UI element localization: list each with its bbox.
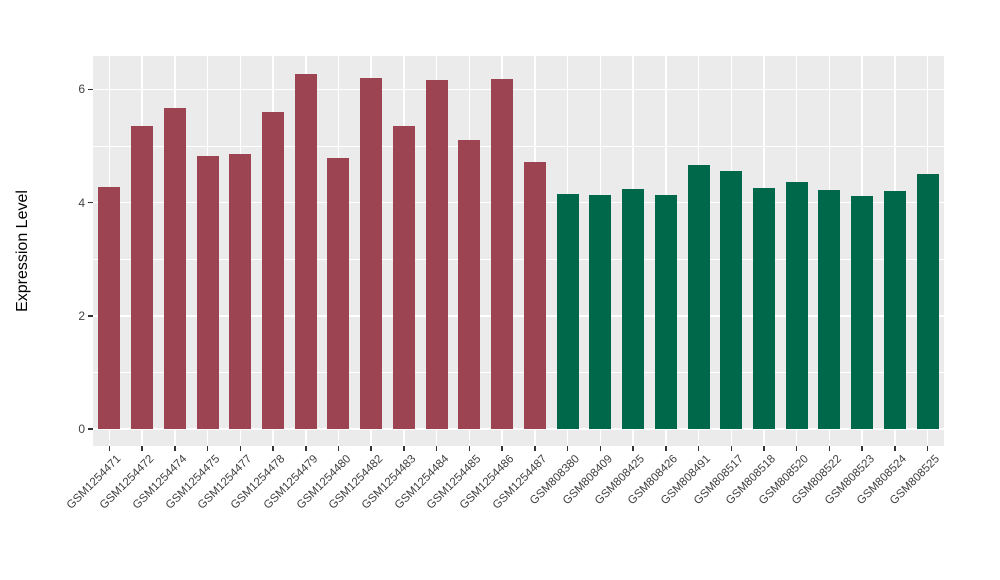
x-tick-mark xyxy=(566,446,569,451)
bar-GSM1254480 xyxy=(327,158,350,429)
x-tick-mark xyxy=(697,446,700,451)
bar-GSM808517 xyxy=(720,170,743,429)
x-tick-mark xyxy=(272,446,274,451)
x-tick-mark xyxy=(174,446,176,451)
x-tick-mark xyxy=(337,446,340,451)
y-tick-mark xyxy=(88,201,93,204)
minor-gridline xyxy=(93,372,944,373)
y-tick-label: 0 xyxy=(78,422,85,436)
x-tick-mark xyxy=(894,446,896,451)
y-axis-title-text: Expression Level xyxy=(14,190,31,312)
bar-GSM808522 xyxy=(818,189,841,429)
x-tick-mark xyxy=(501,446,503,451)
bar-GSM1254483 xyxy=(392,126,415,429)
plot-panel xyxy=(93,56,944,446)
bar-GSM1254472 xyxy=(131,126,154,429)
x-tick-mark xyxy=(108,446,111,451)
x-tick-mark xyxy=(795,446,798,451)
x-tick-mark xyxy=(305,446,307,451)
y-tick-label: 2 xyxy=(78,308,85,323)
bar-GSM1254482 xyxy=(360,77,383,429)
x-tick-mark xyxy=(435,446,438,451)
x-tick-mark xyxy=(206,446,209,451)
bar-GSM808409 xyxy=(589,195,612,429)
bar-GSM1254477 xyxy=(229,153,252,429)
x-tick-mark xyxy=(828,446,831,451)
y-tick-mark xyxy=(88,88,93,91)
bar-GSM808426 xyxy=(654,195,677,429)
x-tick-mark xyxy=(141,446,143,451)
x-tick-mark xyxy=(599,446,602,451)
bar-GSM1254479 xyxy=(294,73,317,429)
x-tick-mark xyxy=(632,446,634,451)
y-tick-label: 4 xyxy=(78,195,85,210)
x-tick-mark xyxy=(926,446,929,451)
major-gridline xyxy=(93,88,944,91)
x-tick-mark xyxy=(665,446,667,451)
x-tick-mark xyxy=(370,446,372,451)
x-tick-mark xyxy=(468,446,471,451)
bar-GSM808491 xyxy=(687,165,710,429)
bar-GSM1254475 xyxy=(196,156,219,429)
bar-GSM808523 xyxy=(851,196,874,429)
bar-GSM1254487 xyxy=(523,162,546,429)
bar-GSM1254471 xyxy=(98,186,121,429)
x-tick-mark xyxy=(403,446,405,451)
x-tick-mark xyxy=(861,446,863,451)
bar-GSM808518 xyxy=(752,187,775,429)
major-gridline xyxy=(93,201,944,204)
x-tick-mark xyxy=(763,446,765,451)
y-tick-mark xyxy=(88,428,93,430)
bar-GSM1254474 xyxy=(163,107,186,429)
bar-GSM808425 xyxy=(622,189,645,429)
major-gridline xyxy=(93,315,944,317)
bar-GSM808380 xyxy=(556,193,579,429)
y-axis-title: Expression Level xyxy=(4,56,42,446)
bar-GSM808525 xyxy=(916,174,939,429)
bar-GSM808524 xyxy=(883,191,906,429)
minor-gridline xyxy=(93,145,944,147)
bar-GSM1254485 xyxy=(458,139,481,429)
bar-GSM1254486 xyxy=(491,79,514,429)
minor-gridline xyxy=(93,258,944,260)
bar-GSM1254484 xyxy=(425,79,448,429)
y-tick-label: 6 xyxy=(78,82,85,97)
bar-GSM1254478 xyxy=(262,112,285,429)
y-tick-mark xyxy=(88,315,93,317)
bar-GSM808520 xyxy=(785,182,808,429)
x-tick-mark xyxy=(239,446,242,451)
major-gridline xyxy=(93,428,944,430)
x-tick-mark xyxy=(730,446,732,451)
x-tick-mark xyxy=(534,446,536,451)
